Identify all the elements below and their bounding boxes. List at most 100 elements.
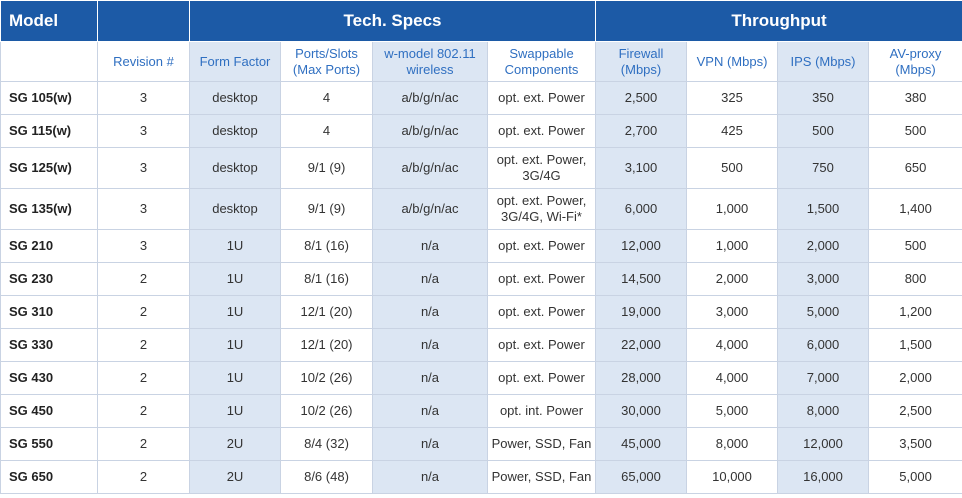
model-cell: SG 650 xyxy=(0,460,98,494)
revision-cell-text: 2 xyxy=(139,403,148,418)
wireless-cell: a/b/g/n/ac xyxy=(372,147,488,189)
table-row: SG 650 2 2U 8/6 (48) n/a Power, SSD, Fan 65,00… xyxy=(0,460,962,494)
swappable-cell: opt. ext. Power xyxy=(486,114,597,148)
revision-cell: 2 xyxy=(97,328,190,362)
wireless-cell: n/a xyxy=(372,295,488,329)
model-cell-text: SG 115(w) xyxy=(9,123,72,138)
firewall-cell: 45,000 xyxy=(595,427,688,461)
form-factor-cell-text: 1U xyxy=(226,370,244,385)
av-proxy-cell: 380 xyxy=(868,81,962,115)
col-revision: Revision # xyxy=(97,41,190,82)
revision-cell-text: 2 xyxy=(139,370,148,385)
ips-cell: 3,000 xyxy=(777,262,870,296)
table-row: SG 430 2 1U 10/2 (26) n/a opt. ext. Power 28,0… xyxy=(0,361,962,395)
revision-cell: 3 xyxy=(97,81,190,115)
swappable-cell-text: opt. ext. Power, 3G/4G, Wi-Fi* xyxy=(496,193,587,224)
model-cell: SG 430 xyxy=(0,361,98,395)
swappable-cell: opt. ext. Power xyxy=(486,229,597,263)
swappable-cell: opt. int. Power xyxy=(486,394,597,428)
ports-cell-text: 4 xyxy=(322,90,331,105)
ports-cell-text: 9/1 (9) xyxy=(307,201,346,216)
firewall-cell-text: 19,000 xyxy=(621,304,661,319)
ips-cell-text: 350 xyxy=(812,90,834,105)
model-cell-text: SG 650 xyxy=(9,469,54,484)
group-header-row: Model Tech. Specs Throughput xyxy=(0,0,962,42)
revision-cell-text: 3 xyxy=(139,160,148,175)
tech-specs-header: Tech. Specs xyxy=(188,0,597,42)
wireless-cell: n/a xyxy=(372,328,488,362)
revision-cell: 3 xyxy=(97,188,190,230)
wireless-cell-text: a/b/g/n/ac xyxy=(401,201,459,216)
wireless-cell-text: n/a xyxy=(420,370,440,385)
model-cell-text: SG 430 xyxy=(9,370,54,385)
ips-cell: 5,000 xyxy=(777,295,870,329)
model-cell: SG 115(w) xyxy=(0,114,98,148)
ports-cell: 9/1 (9) xyxy=(280,147,373,189)
ips-cell-text: 6,000 xyxy=(806,337,840,352)
vpn-cell: 3,000 xyxy=(686,295,779,329)
av-proxy-cell: 1,200 xyxy=(868,295,962,329)
form-factor-cell: 2U xyxy=(189,427,281,461)
vpn-cell-text: 4,000 xyxy=(715,370,749,385)
ips-cell: 2,000 xyxy=(777,229,870,263)
revision-cell-text: 3 xyxy=(139,123,148,138)
table-row: SG 210 3 1U 8/1 (16) n/a opt. ext. Power 12,00… xyxy=(0,229,962,263)
wireless-cell: n/a xyxy=(372,460,488,494)
ports-cell: 12/1 (20) xyxy=(280,295,373,329)
col-vpn-label: VPN (Mbps) xyxy=(696,53,768,69)
ports-cell-text: 10/2 (26) xyxy=(300,403,353,418)
av-proxy-cell-text: 2,500 xyxy=(899,403,932,418)
firewall-cell-text: 30,000 xyxy=(621,403,661,418)
vpn-cell-text: 1,000 xyxy=(715,201,749,216)
col-vpn: VPN (Mbps) xyxy=(686,41,779,82)
model-cell: SG 310 xyxy=(0,295,98,329)
av-proxy-cell-text: 1,400 xyxy=(899,201,932,216)
ips-cell-text: 8,000 xyxy=(806,403,840,418)
firewall-cell: 2,500 xyxy=(595,81,688,115)
swappable-cell-text: Power, SSD, Fan xyxy=(491,436,592,451)
form-factor-cell-text: 2U xyxy=(226,469,244,484)
ips-cell-text: 2,000 xyxy=(806,238,840,253)
vpn-cell-text: 3,000 xyxy=(715,304,749,319)
ips-cell: 1,500 xyxy=(777,188,870,230)
firewall-cell: 65,000 xyxy=(595,460,688,494)
av-proxy-cell: 1,400 xyxy=(868,188,962,230)
av-proxy-cell-text: 5,000 xyxy=(899,469,932,484)
table-row: SG 135(w) 3 desktop 9/1 (9) a/b/g/n/ac opt. e… xyxy=(0,188,962,230)
vpn-cell: 10,000 xyxy=(686,460,779,494)
form-factor-cell: 1U xyxy=(189,295,281,329)
col-ips: IPS (Mbps) xyxy=(777,41,870,82)
firewall-cell-text: 2,500 xyxy=(624,90,658,105)
swappable-cell-text: opt. ext. Power xyxy=(498,90,585,105)
revision-cell: 2 xyxy=(97,295,190,329)
model-cell-text: SG 230 xyxy=(9,271,54,286)
swappable-cell: opt. ext. Power xyxy=(486,262,597,296)
col-ports-label: Ports/Slots (Max Ports) xyxy=(292,45,361,77)
table-row: SG 115(w) 3 desktop 4 a/b/g/n/ac opt. ext. Po… xyxy=(0,114,962,148)
swappable-cell-text: opt. ext. Power, 3G/4G xyxy=(496,152,587,183)
av-proxy-cell: 5,000 xyxy=(868,460,962,494)
col-swappable: Swappable Components xyxy=(486,41,597,82)
wireless-cell: n/a xyxy=(372,394,488,428)
model-cell-text: SG 105(w) xyxy=(9,90,72,105)
col-wireless-label: w-model 802.11 wireless xyxy=(384,45,476,77)
firewall-cell-text: 28,000 xyxy=(621,370,661,385)
wireless-cell: n/a xyxy=(372,229,488,263)
wireless-cell: n/a xyxy=(372,361,488,395)
av-proxy-cell: 500 xyxy=(868,229,962,263)
table-row: SG 330 2 1U 12/1 (20) n/a opt. ext. Power 22,0… xyxy=(0,328,962,362)
vpn-cell: 2,000 xyxy=(686,262,779,296)
firewall-cell-text: 22,000 xyxy=(621,337,661,352)
av-proxy-cell-text: 1,500 xyxy=(899,337,932,352)
swappable-cell: opt. ext. Power, 3G/4G, Wi-Fi* xyxy=(486,188,597,230)
ips-cell: 12,000 xyxy=(777,427,870,461)
model-cell-text: SG 330 xyxy=(9,337,54,352)
ports-cell: 4 xyxy=(280,81,373,115)
col-firewall-label: Firewall (Mbps) xyxy=(618,45,664,77)
col-firewall: Firewall (Mbps) xyxy=(595,41,688,82)
form-factor-cell-text: 1U xyxy=(226,337,244,352)
form-factor-cell-text: desktop xyxy=(212,160,258,175)
firewall-cell-text: 45,000 xyxy=(621,436,661,451)
vpn-cell-text: 2,000 xyxy=(715,271,749,286)
av-proxy-cell-text: 2,000 xyxy=(899,370,932,385)
